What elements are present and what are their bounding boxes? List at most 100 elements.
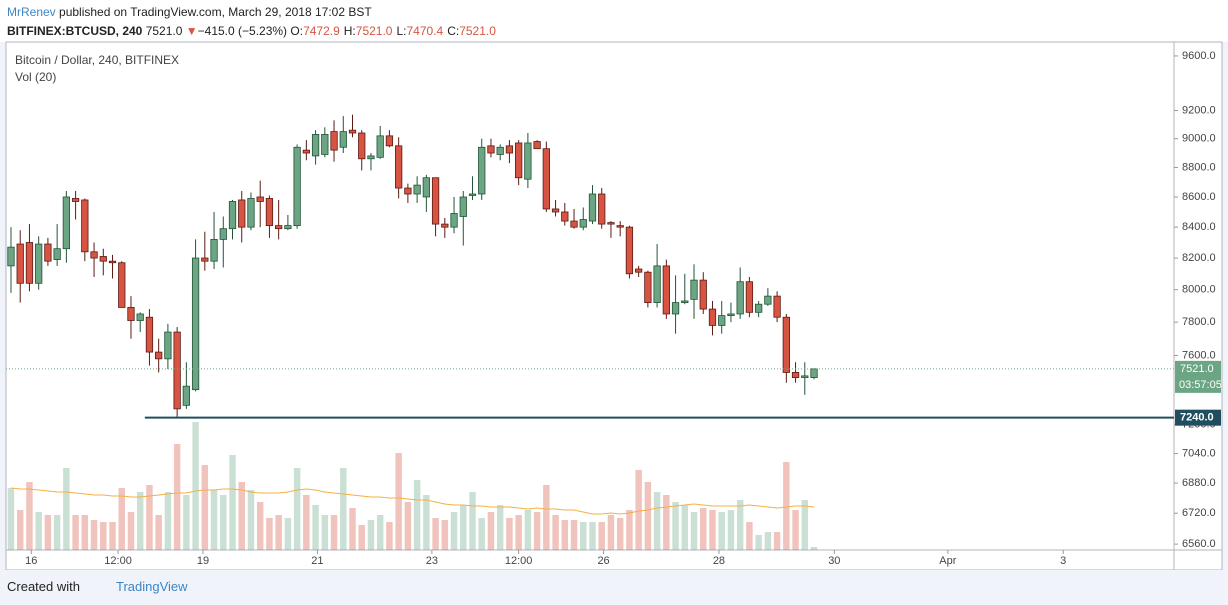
candle-body [755,303,763,313]
y-tick-label: 7800.0 [1182,316,1216,328]
volume-bar [801,500,809,550]
volume-bar [543,485,550,550]
candle-body [311,134,320,157]
volume-bar [736,500,744,550]
candle-body [718,315,726,326]
candle-body [136,313,144,321]
candle-body [745,281,754,313]
candle-body [413,184,421,195]
volume-bar [155,515,162,550]
candle-body [155,351,163,360]
brand[interactable]: TradingView [115,579,188,594]
candle-body [542,148,550,210]
candle-body [422,177,430,198]
volume-bar [635,470,642,550]
candle-body [487,145,495,154]
candle-body [16,243,24,284]
x-tick-label: 26 [597,555,609,567]
volume-bar [810,547,818,550]
volume-bar [672,502,679,550]
candle-body [773,295,781,318]
volume-bar [386,522,393,550]
volume-bar [358,525,365,550]
volume-bar [330,515,338,550]
candle-body [210,239,218,262]
y-tick-label: 8400.0 [1182,221,1216,233]
volume-bar [690,512,698,550]
candle-body [348,129,357,134]
volume-bar [26,482,33,550]
volume-bar [469,492,476,550]
published: published on TradingView.com, March 29, … [59,5,372,19]
volume-bar [127,512,135,550]
volume-bar [589,522,596,550]
volume-bar [404,502,412,550]
volume-bar [275,515,282,550]
y-tick-label: 7600.0 [1182,349,1216,361]
volume-bar [607,515,615,550]
volume-bar [146,485,153,550]
volume-bar [53,515,61,550]
candle-body [81,199,89,253]
y-tick-label: 6880.0 [1182,477,1216,489]
candle-body [358,132,366,160]
footer: Created with TradingView [7,579,188,594]
volume-bar [561,520,569,550]
volume-bar [81,515,89,550]
volume-bar [764,532,772,550]
candle-body [598,193,606,225]
ohlc-label: H: [343,24,356,38]
ohlc: O:7472.9 H:7521.0 L:7470.4 C:7521.0 [290,24,500,38]
volume-bar [44,515,52,550]
candle-body [607,222,615,225]
volume-bar [700,508,707,550]
candle-body [727,313,735,316]
candle-body [256,196,264,202]
x-tick-label: 12:00 [505,555,533,567]
candle-body [708,308,717,326]
candle-body [99,256,107,262]
candle-body [108,260,117,264]
support-label: 7240.0 [1180,412,1214,424]
volume-bar [367,520,375,550]
author[interactable]: MrRenev [7,5,56,19]
volume-bar [773,532,781,550]
candle-body [579,219,587,228]
volume-bar [72,515,79,550]
x-tick-label: 23 [426,555,438,567]
volume-bar [746,522,753,550]
candle-body [395,145,403,189]
candle-body [478,146,486,195]
chart-bg [5,41,1223,570]
candle-body [25,242,34,284]
volume-bar [321,515,329,550]
x-tick-label: 21 [311,555,323,567]
volume-bar [478,518,485,550]
volume-bar [183,495,190,550]
ohlc-label: C: [447,24,460,38]
chart-title: Bitcoin / Dollar, 240, BITFINEX [15,53,179,67]
volume-bar [413,480,421,550]
last-price-label: 7521.0 [1180,363,1214,375]
volume-bar [136,492,144,550]
volume-bar [201,465,209,550]
y-tick-label: 9200.0 [1182,104,1216,116]
candle-body [35,243,43,284]
candle-body [671,302,680,315]
price: 7521.0 [145,24,183,38]
volume-bar [16,510,24,550]
x-tick-label: 19 [197,555,209,567]
volume-bar [718,512,725,550]
volume-bar [450,512,458,550]
symbol: BITFINEX:BTCUSD, 240 [7,24,143,38]
candle-body [302,149,310,154]
y-tick-label: 9000.0 [1182,133,1216,145]
volume-bar [616,518,624,550]
candle-body [441,223,449,228]
volume-bar [727,510,735,550]
ohlc-value: 7521.0 [459,24,496,38]
candle-body [62,196,70,250]
x-tick-label: 3 [1060,555,1066,567]
volume-bar [515,515,522,550]
